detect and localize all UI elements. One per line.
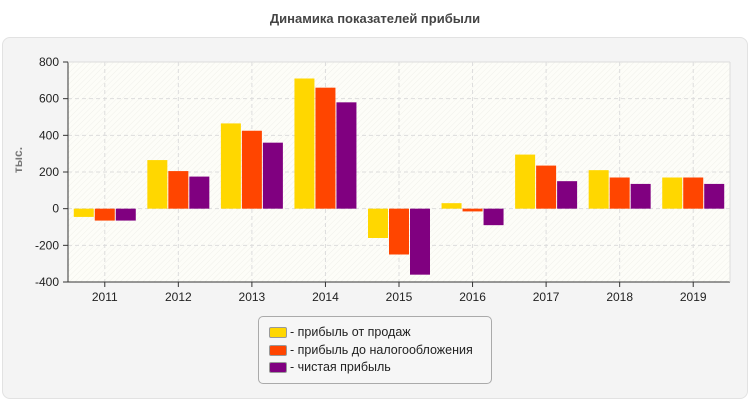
bar (147, 160, 168, 209)
bar (683, 177, 704, 209)
chart-title: Динамика показателей прибыли (269, 11, 481, 26)
bar (94, 208, 115, 221)
bar (73, 208, 94, 217)
bar (588, 170, 609, 209)
legend-label: - прибыль от продаж (290, 325, 411, 339)
y-tick-label: 400 (39, 128, 59, 142)
bar (704, 183, 725, 209)
bar (315, 87, 336, 209)
x-tick-label: 2011 (92, 290, 118, 304)
legend: - прибыль от продаж - прибыль до налогоо… (258, 316, 492, 384)
y-tick-label: 800 (39, 55, 59, 69)
x-tick-label: 2013 (239, 290, 266, 304)
legend-item-net-profit[interactable]: - чистая прибыль (269, 360, 391, 374)
bar (462, 208, 483, 212)
bar (294, 78, 315, 209)
bar (536, 165, 557, 209)
bar (368, 208, 388, 238)
legend-item-pretax-profit[interactable]: - прибыль до налогообложения (269, 343, 473, 357)
y-tick-label: 600 (39, 92, 59, 106)
x-tick-label: 2017 (533, 290, 560, 304)
bar (262, 142, 283, 209)
x-tick-label: 2015 (386, 290, 413, 304)
bar (483, 208, 504, 226)
bar (115, 208, 136, 221)
legend-swatch (269, 326, 287, 338)
bar (630, 183, 651, 209)
x-tick-label: 2019 (680, 290, 707, 304)
y-tick-label: -200 (35, 238, 59, 252)
bar (515, 154, 536, 209)
bar (189, 176, 210, 209)
bar (220, 123, 241, 209)
x-tick-label: 2016 (459, 290, 486, 304)
bar (557, 181, 578, 209)
y-tick-label: 0 (52, 202, 59, 216)
legend-label: - чистая прибыль (290, 360, 391, 374)
bar (241, 130, 262, 209)
x-tick-label: 2018 (606, 290, 633, 304)
bar (410, 208, 430, 275)
y-axis-label: тыс. (11, 147, 25, 173)
x-tick-label: 2014 (312, 290, 339, 304)
y-tick-label: 200 (39, 165, 59, 179)
legend-label: - прибыль до налогообложения (290, 343, 473, 357)
bar (168, 171, 189, 209)
legend-item-sales-profit[interactable]: - прибыль от продаж (269, 325, 411, 339)
x-tick-label: 2012 (165, 290, 192, 304)
bar (662, 177, 683, 209)
bar (609, 177, 630, 209)
legend-swatch (269, 361, 287, 373)
bar (389, 208, 409, 255)
legend-swatch (269, 344, 287, 356)
y-tick-label: -400 (35, 275, 59, 289)
bar (336, 102, 357, 209)
bar (441, 203, 462, 209)
